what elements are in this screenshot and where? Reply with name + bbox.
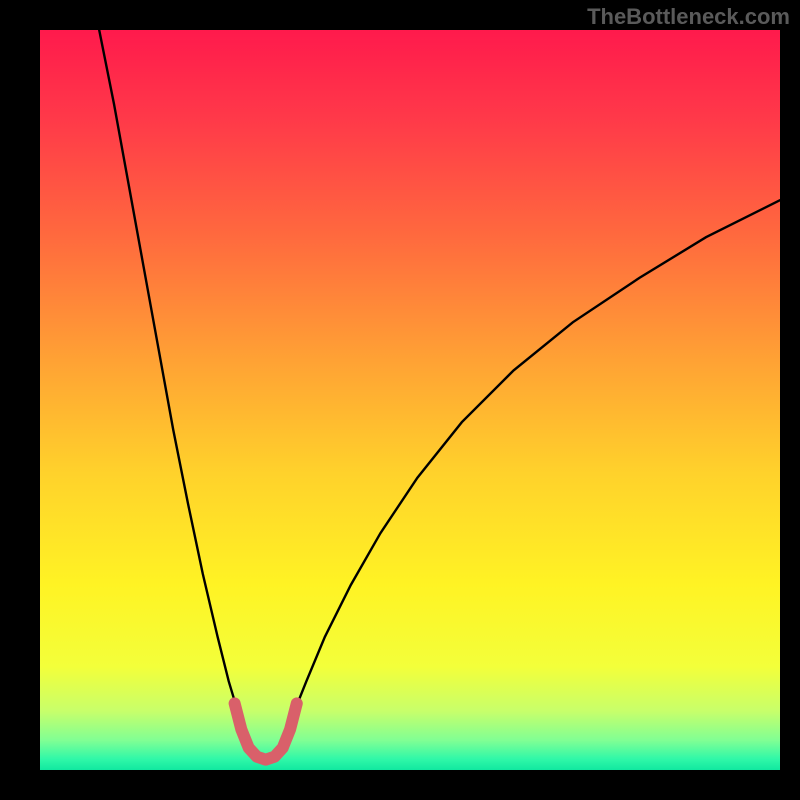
gradient-background — [40, 30, 780, 770]
plot-area — [40, 30, 780, 770]
watermark-text: TheBottleneck.com — [587, 4, 790, 30]
